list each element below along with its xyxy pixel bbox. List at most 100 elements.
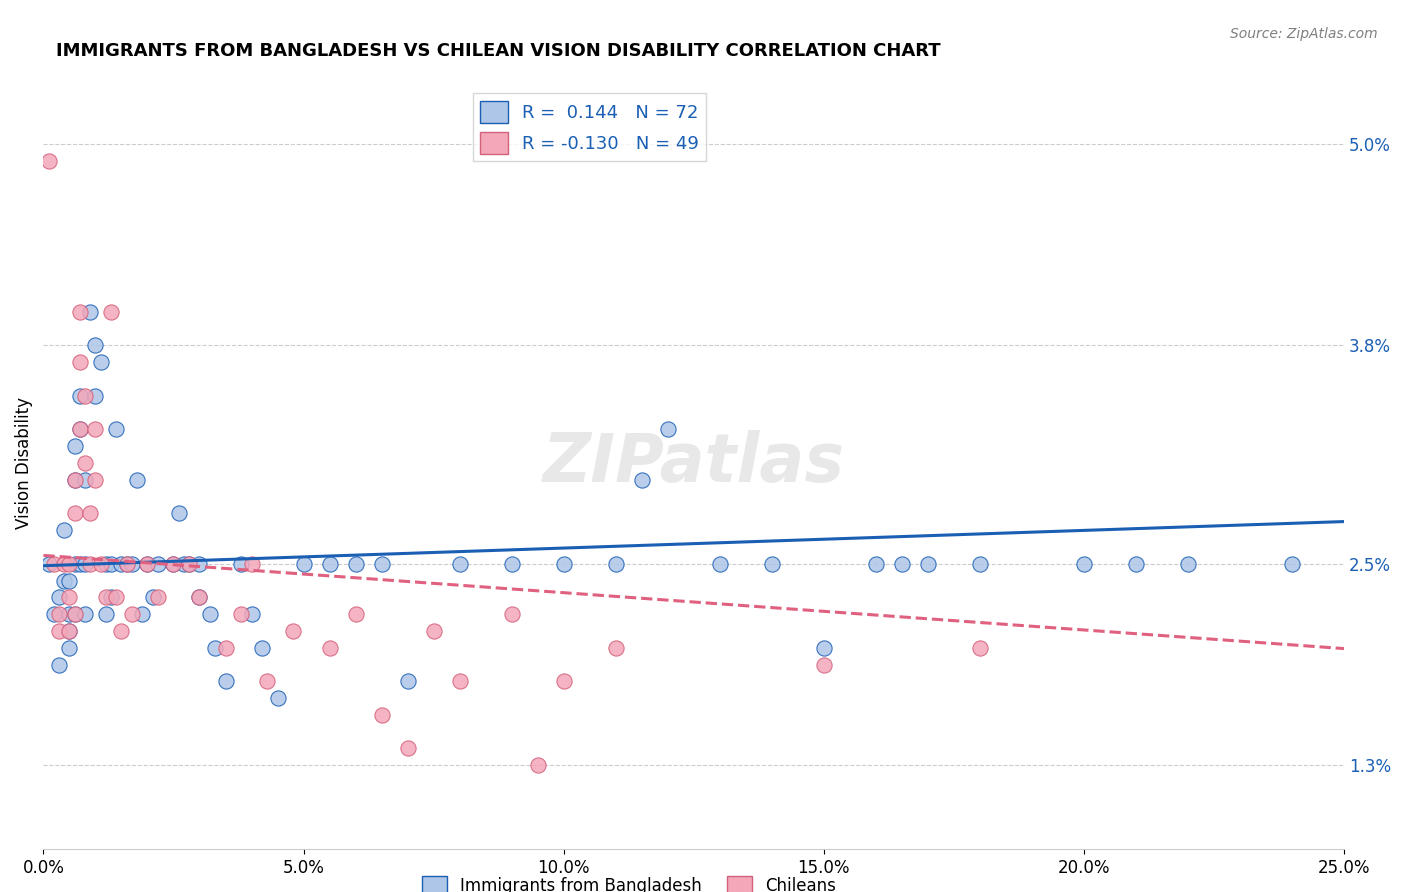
Point xyxy=(105,591,128,605)
Point xyxy=(204,640,226,655)
Point xyxy=(69,355,91,369)
Point xyxy=(761,557,783,571)
Point xyxy=(266,691,288,706)
Point xyxy=(48,591,70,605)
Point xyxy=(318,557,340,571)
Y-axis label: Vision Disability: Vision Disability xyxy=(15,397,32,529)
Point xyxy=(256,674,278,689)
Point xyxy=(865,557,887,571)
Point xyxy=(73,557,96,571)
Point xyxy=(344,607,367,621)
Point xyxy=(69,422,91,436)
Point xyxy=(813,640,835,655)
Point xyxy=(188,591,211,605)
Point xyxy=(229,557,252,571)
Point xyxy=(58,624,80,638)
Point xyxy=(100,557,122,571)
Point xyxy=(84,473,107,487)
Point xyxy=(63,557,86,571)
Point xyxy=(501,607,523,621)
Point xyxy=(1125,557,1147,571)
Point xyxy=(73,456,96,470)
Point xyxy=(214,640,236,655)
Point xyxy=(79,506,101,520)
Point xyxy=(84,389,107,403)
Point xyxy=(42,557,65,571)
Point xyxy=(188,557,211,571)
Point xyxy=(136,557,159,571)
Legend: Immigrants from Bangladesh, Chileans: Immigrants from Bangladesh, Chileans xyxy=(415,869,842,892)
Point xyxy=(605,640,627,655)
Point xyxy=(73,473,96,487)
Text: Source: ZipAtlas.com: Source: ZipAtlas.com xyxy=(1230,27,1378,41)
Point xyxy=(188,591,211,605)
Point xyxy=(162,557,184,571)
Point xyxy=(501,557,523,571)
Point xyxy=(73,389,96,403)
Point xyxy=(240,607,263,621)
Point xyxy=(58,640,80,655)
Point xyxy=(146,557,169,571)
Point xyxy=(53,557,76,571)
Point xyxy=(110,624,132,638)
Point xyxy=(142,591,165,605)
Point xyxy=(94,607,117,621)
Point xyxy=(48,624,70,638)
Point xyxy=(370,707,392,722)
Point xyxy=(38,557,60,571)
Point xyxy=(105,422,128,436)
Point xyxy=(63,607,86,621)
Point xyxy=(69,305,91,319)
Point xyxy=(79,305,101,319)
Point xyxy=(553,557,575,571)
Point xyxy=(69,389,91,403)
Point xyxy=(229,607,252,621)
Point xyxy=(125,473,148,487)
Point xyxy=(115,557,138,571)
Point xyxy=(84,422,107,436)
Point xyxy=(90,355,112,369)
Point xyxy=(526,758,548,772)
Point xyxy=(449,557,471,571)
Point xyxy=(100,305,122,319)
Point xyxy=(63,607,86,621)
Point xyxy=(449,674,471,689)
Point xyxy=(48,657,70,672)
Point xyxy=(73,607,96,621)
Point xyxy=(917,557,939,571)
Point xyxy=(214,674,236,689)
Point xyxy=(58,574,80,588)
Point xyxy=(84,338,107,352)
Point xyxy=(110,557,132,571)
Point xyxy=(396,674,419,689)
Point xyxy=(136,557,159,571)
Point xyxy=(167,506,190,520)
Point xyxy=(79,557,101,571)
Point xyxy=(198,607,221,621)
Point xyxy=(58,624,80,638)
Point xyxy=(969,557,991,571)
Point xyxy=(173,557,195,571)
Point xyxy=(121,557,143,571)
Point xyxy=(630,473,652,487)
Point xyxy=(58,591,80,605)
Point xyxy=(292,557,315,571)
Point xyxy=(131,607,153,621)
Point xyxy=(890,557,912,571)
Point xyxy=(422,624,444,638)
Point xyxy=(90,557,112,571)
Point xyxy=(240,557,263,571)
Point xyxy=(94,591,117,605)
Point xyxy=(63,506,86,520)
Point xyxy=(121,607,143,621)
Point xyxy=(177,557,200,571)
Point xyxy=(69,422,91,436)
Point xyxy=(969,640,991,655)
Point xyxy=(318,640,340,655)
Point xyxy=(63,473,86,487)
Point xyxy=(553,674,575,689)
Point xyxy=(657,422,679,436)
Point xyxy=(100,591,122,605)
Point xyxy=(1177,557,1199,571)
Point xyxy=(1073,557,1095,571)
